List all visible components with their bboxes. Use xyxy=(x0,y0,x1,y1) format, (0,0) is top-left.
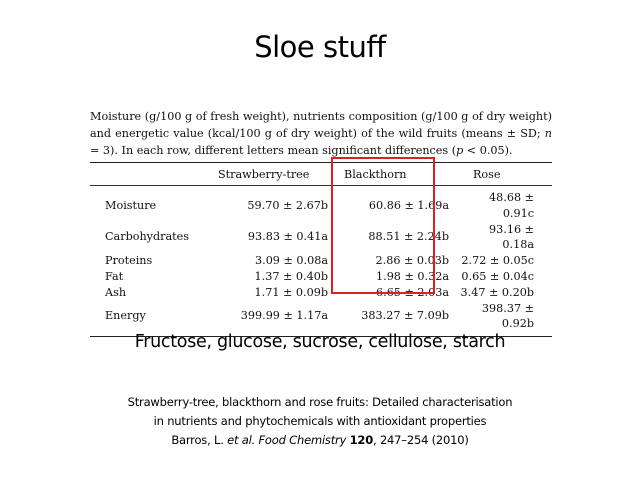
caption-part1: Moisture (g/100 g of fresh weight), nutr… xyxy=(90,110,552,140)
table-cell: 399.99 ± 1.17a xyxy=(206,300,334,338)
row-label: Carbohydrates xyxy=(105,230,190,244)
citation: Strawberry-tree, blackthorn and rose fru… xyxy=(0,393,640,450)
table-cell: 93.16 ± 0.18a xyxy=(489,222,534,252)
table-cell: 0.65 ± 0.04c xyxy=(461,269,534,283)
table-header-row: Strawberry-tree Blackthorn Rose xyxy=(90,162,552,186)
column-header-blackthorn: Blackthorn xyxy=(334,162,458,186)
table-cell: 398.37 ± 0.92b xyxy=(458,300,552,338)
slide-title: Sloe stuff xyxy=(254,30,386,64)
table-row: Carbohydrates 93.83 ± 0.41a 88.51 ± 2.24… xyxy=(90,222,552,254)
citation-title-line2: in nutrients and phytochemicals with ant… xyxy=(153,414,487,428)
row-header-blank xyxy=(90,162,206,186)
citation-source-line: Barros, L. et al. Food Chemistry 120, 24… xyxy=(0,431,640,450)
table-cell: 1.71 ± 0.09b xyxy=(254,285,328,299)
row-label: Ash xyxy=(105,285,127,299)
table-cell: 48.68 ± 0.91c xyxy=(489,191,534,220)
table-cell: 2.86 ± 0.03b xyxy=(375,254,449,268)
citation-pages-year: , 247–254 (2010) xyxy=(373,433,469,447)
table-row: Moisture 59.70 ± 2.67b 60.86 ± 1.69a 48.… xyxy=(90,186,552,222)
caption-p-variable: p xyxy=(456,144,464,157)
caption-part3: < 0.05). xyxy=(463,144,513,157)
sugars-line: Fructose, glucose, sucrose, cellulose, s… xyxy=(134,332,506,352)
table-cell: 1.98 ± 0.32a xyxy=(376,269,449,283)
column-header-rose: Rose xyxy=(458,162,552,186)
table-row: Ash 1.71 ± 0.09b 6.65 ± 2.03a 3.47 ± 0.2… xyxy=(90,285,552,301)
table-cell: 3.47 ± 0.20b xyxy=(460,285,534,299)
table-cell: 59.70 ± 2.67b xyxy=(247,198,328,212)
citation-title-line1: Strawberry-tree, blackthorn and rose fru… xyxy=(127,395,513,409)
nutrient-table: Strawberry-tree Blackthorn Rose Moisture… xyxy=(90,162,552,338)
caption-n-variable: n xyxy=(544,127,552,140)
table-row: Proteins 3.09 ± 0.08a 2.86 ± 0.03b 2.72 … xyxy=(90,253,552,269)
table-cell: 88.51 ± 2.24b xyxy=(368,230,449,244)
row-label: Energy xyxy=(90,300,206,338)
caption-part2: = 3). In each row, different letters mea… xyxy=(90,144,457,157)
blackthorn-highlight-box xyxy=(331,157,435,294)
table-cell: 60.86 ± 1.69a xyxy=(368,198,449,212)
row-label: Fat xyxy=(105,269,124,283)
table-row: Fat 1.37 ± 0.40b 1.98 ± 0.32a 0.65 ± 0.0… xyxy=(90,269,552,285)
table-cell: 383.27 ± 7.09b xyxy=(334,300,458,338)
table-caption: Moisture (g/100 g of fresh weight), nutr… xyxy=(90,108,552,159)
citation-authors: Barros, L. xyxy=(171,433,228,447)
table-row: Energy 399.99 ± 1.17a 383.27 ± 7.09b 398… xyxy=(90,300,552,338)
row-label: Proteins xyxy=(105,254,153,268)
row-label: Moisture xyxy=(105,198,157,212)
table-cell: 3.09 ± 0.08a xyxy=(255,254,328,268)
table-cell: 93.83 ± 0.41a xyxy=(247,230,328,244)
table-cell: 2.72 ± 0.05c xyxy=(461,254,534,268)
table-cell: 1.37 ± 0.40b xyxy=(254,269,328,283)
citation-volume: 120 xyxy=(349,433,374,447)
citation-journal: Food Chemistry xyxy=(255,433,350,447)
citation-etal: et al. xyxy=(227,433,256,447)
column-header-strawberry-tree: Strawberry-tree xyxy=(206,162,334,186)
